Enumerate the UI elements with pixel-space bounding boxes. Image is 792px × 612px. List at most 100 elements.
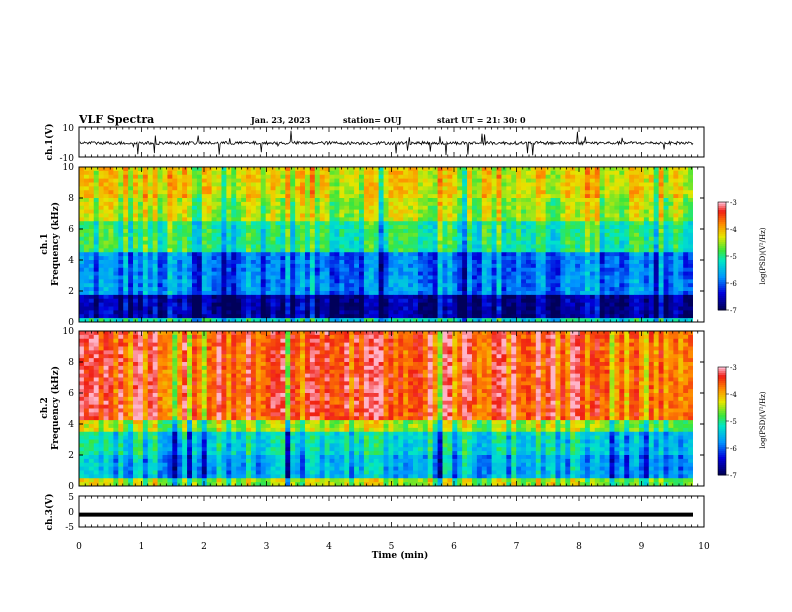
spectrogram-cell [388,232,394,238]
spectrogram-cell [221,256,227,261]
spectrogram-cell [177,298,183,304]
spectrogram-cell [309,190,316,195]
spectrogram-cell [290,271,296,276]
spectrogram-cell [476,310,483,315]
spectrogram-cell [344,267,350,273]
spectrogram-cell [432,209,438,214]
spectrogram-cell [250,260,257,265]
spectrogram-cell [413,178,419,183]
spectrogram-cell [565,182,571,187]
spectrogram-cell [481,252,488,257]
spectrogram-cell [113,182,119,187]
spectrogram-cell [201,186,208,191]
spectrogram-cell [285,225,291,230]
spectrogram-cell [486,229,493,234]
spectrogram-cell [216,201,222,207]
spectrogram-cell [206,209,213,214]
spectrogram-cell [270,275,276,280]
spectrogram-cell [634,283,640,288]
spectrogram-cell [344,229,350,234]
spectrogram-cell [609,186,615,191]
spectrogram-cell [241,232,247,238]
spectrogram-cell [177,209,183,214]
spectrogram-cell [354,291,360,296]
spectrogram-cell [216,205,222,211]
spectrogram-cell [393,298,399,304]
spectrogram-cell [648,182,655,187]
spectrogram-cell [133,302,139,307]
spectrogram-cell [206,298,213,304]
spectrogram-cell [447,318,453,323]
spectrogram-cell [221,174,227,180]
spectrogram-cell [417,279,424,284]
spectrogram-cell [231,248,237,253]
spectrogram-cell [285,240,291,245]
spectrogram-cell [550,287,556,292]
spectrogram-cell [260,287,267,292]
spectrogram-cell [304,174,311,180]
spectrogram-cell [177,291,183,296]
spectrogram-cell [565,205,571,211]
spectrogram-cell [555,205,561,211]
spectrogram-cell [157,310,163,315]
spectrogram-cell [187,167,193,172]
spectrogram-cell [79,221,85,226]
spectrogram-cell [501,263,507,269]
spectrogram-cell [516,244,522,249]
spectrogram-cell [329,194,335,199]
spectrogram-cell [349,178,355,183]
spectrogram-cell [118,287,124,292]
spectrogram-cell [128,314,134,319]
spectrogram-cell [624,260,630,265]
spectrogram-cell [79,291,85,296]
spectrogram-cell [678,263,684,269]
spectrogram-cell [604,260,610,265]
spectrogram-cell [408,279,414,284]
spectrogram-cell [108,198,114,203]
spectrogram-cell [221,279,227,284]
spectrogram-cell [133,263,139,269]
spectrogram-cell [560,267,566,273]
spectrogram-cell [300,318,306,323]
spectrogram-cell [241,252,247,257]
spectrogram-cell [172,186,178,191]
spectrogram-cell [545,294,551,300]
spectrogram-cell [624,294,630,300]
spectrogram-cell [113,198,119,203]
spectrogram-cell [290,298,296,304]
spectrogram-cell [255,178,262,183]
spectrogram-cell [231,229,237,234]
spectrogram-cell [300,167,306,172]
spectrogram-cell [123,314,129,319]
spectrogram-cell [525,275,532,280]
spectrogram-cell [187,310,193,315]
spectrogram-cell [540,167,547,172]
spectrogram-cell [413,248,419,253]
spectrogram-cell [540,217,547,222]
spectrogram-cell [496,198,502,203]
spectrogram-cell [447,306,453,311]
spectrogram-cell [285,194,291,199]
spectrogram-cell [324,167,330,172]
spectrogram-cell [196,182,203,187]
spectrogram-cell [638,217,645,222]
spectrogram-cell [133,275,139,280]
spectrogram-cell [344,306,350,311]
spectrogram-cell [614,291,620,296]
spectrogram-cell [329,174,335,180]
spectrogram-cell [565,287,571,292]
spectrogram-cell [580,318,586,323]
spectrogram-cell [678,236,684,242]
spectrogram-cell [98,240,104,245]
spectrogram-cell [196,240,203,245]
spectrogram-cell [241,229,247,234]
spectrogram-cell [506,302,512,307]
spectrogram-cell [496,252,502,257]
spectrogram-cell [103,260,109,265]
spectrogram-cell [103,275,109,280]
spectrogram-cell [452,178,458,183]
spectrogram-cell [196,244,203,249]
spectrogram-cell [535,205,542,211]
spectrogram-cell [187,182,193,187]
spectrogram-cell [363,271,370,276]
